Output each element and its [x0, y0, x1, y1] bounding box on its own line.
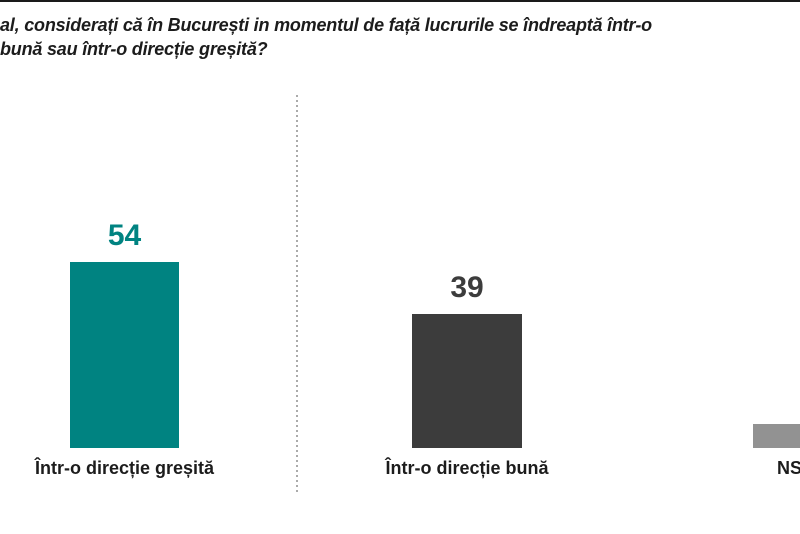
bar-category-label-buna: Într-o direcție bună: [385, 458, 549, 478]
bar-category-label-ns: NS: [777, 458, 800, 478]
title-line-1: al, considerați că în București in momen…: [0, 15, 652, 35]
top-edge-line: [0, 0, 800, 2]
bar-ns: [753, 424, 800, 448]
title-line-2: bună sau într-o direcție greșită?: [0, 39, 268, 59]
bar-value-label-buna: 39: [450, 271, 484, 304]
bar-category-label-gresita: Într-o direcție greșită: [34, 458, 215, 478]
bar-directie-buna: [412, 314, 522, 448]
chart-question-title: al, considerați că în București in momen…: [0, 13, 652, 61]
bar-directie-gresita: [70, 262, 179, 448]
bar-value-label-gresita: 54: [107, 219, 142, 252]
dotted-separator-line: [296, 95, 298, 495]
